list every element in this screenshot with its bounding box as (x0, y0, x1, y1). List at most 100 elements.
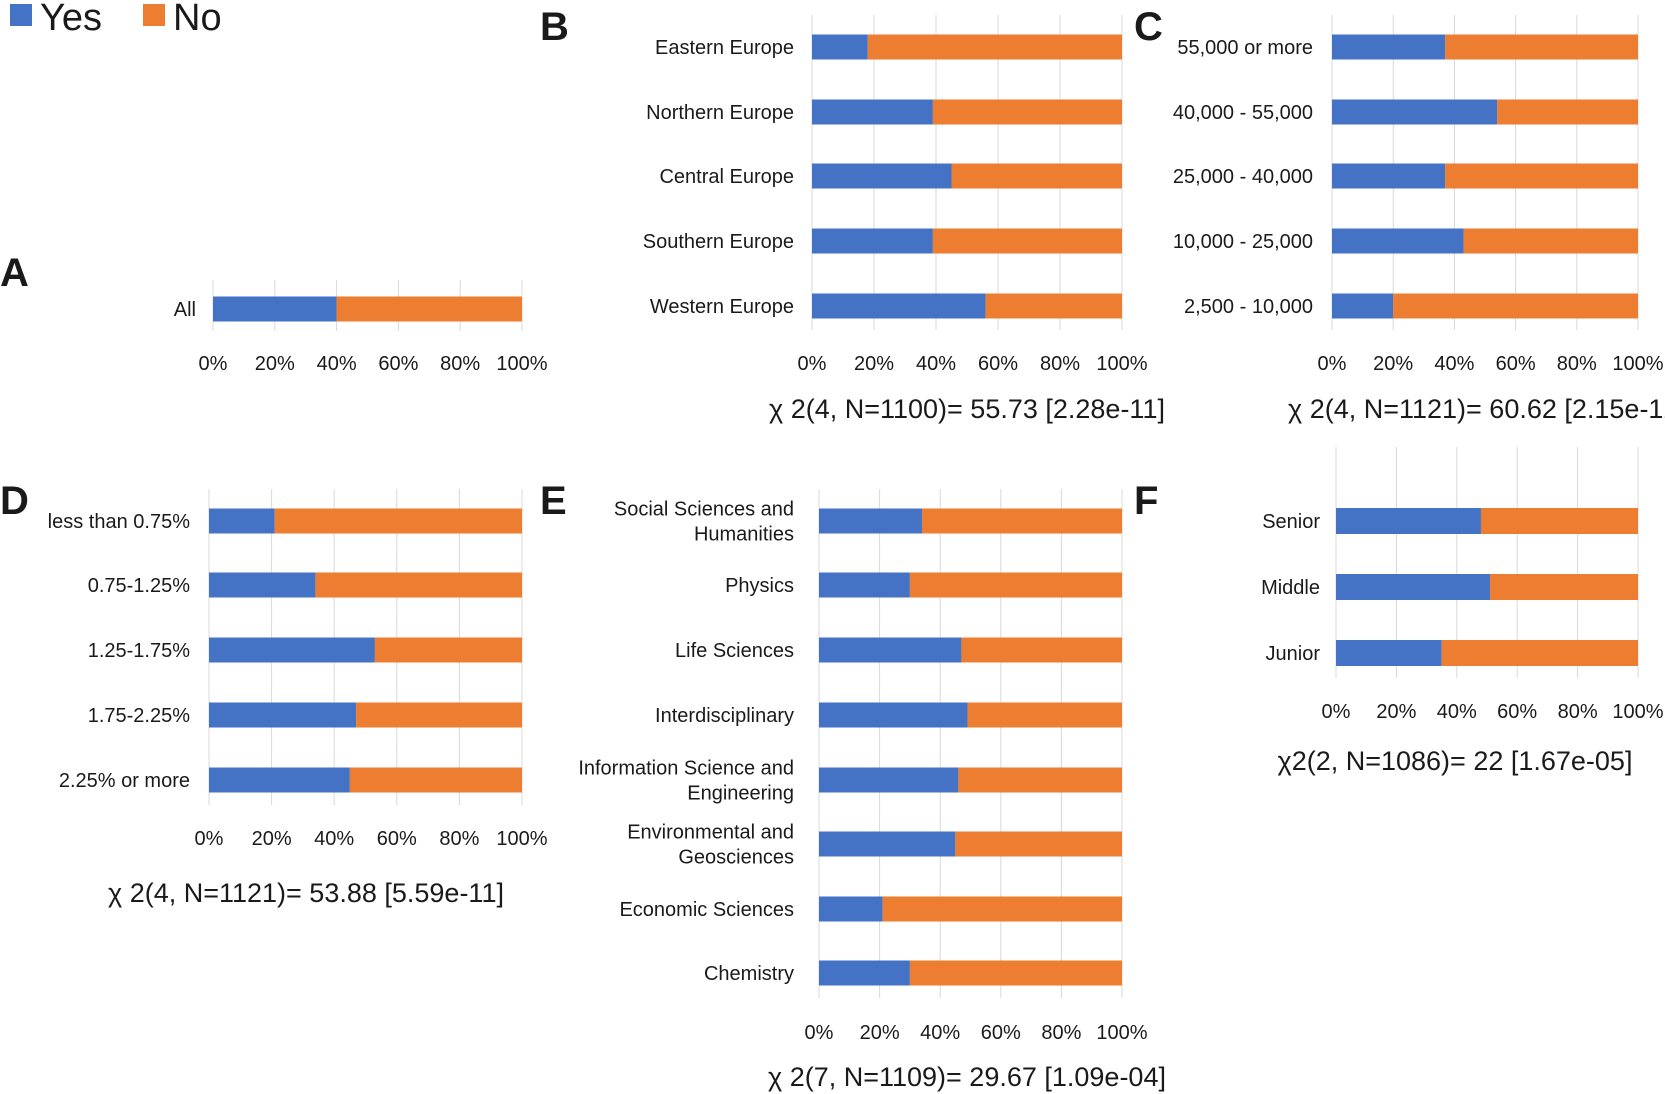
x-tick-label: 20% (1376, 701, 1416, 723)
category-label: Economic Sciences (619, 899, 794, 921)
bar-yes (819, 831, 956, 857)
chart-panel-b: B 0% 20% 40% 60% 80% 100% Eastern Europe Norther… (540, 5, 1165, 424)
bar-yes (819, 896, 883, 922)
chart-panel-c: C 0% 20% 40% 60% 80% 100% 55,000 or more 40,000 … (1134, 5, 1665, 424)
category-label: Eastern Europe (655, 37, 794, 59)
category-label: Life Sciences (675, 640, 794, 662)
x-tick-label: 80% (440, 353, 480, 375)
x-tick-label: 80% (1041, 1022, 1081, 1044)
bar-no (1445, 34, 1638, 60)
x-tick-label: 20% (860, 1022, 900, 1044)
bar-no (336, 296, 522, 322)
bar-no (932, 99, 1122, 125)
category-label: Environmental and (627, 822, 794, 844)
legend-swatch (10, 4, 32, 26)
bar-no (909, 572, 1122, 598)
bar-no (1393, 293, 1638, 319)
category-label: Senior (1262, 511, 1320, 533)
legend-label: No (173, 0, 222, 39)
bar-yes (1336, 574, 1491, 600)
x-tick-label: 100% (1096, 1022, 1147, 1044)
bar-no (349, 767, 522, 793)
x-tick-label: 0% (1322, 701, 1351, 723)
category-label: Interdisciplinary (655, 705, 794, 727)
bar-no (909, 960, 1122, 986)
panel-label: E (540, 479, 567, 523)
bar-yes (812, 34, 868, 60)
x-tick-label: 60% (978, 353, 1018, 375)
x-tick-label: 60% (981, 1022, 1021, 1044)
category-label: Central Europe (659, 166, 794, 188)
bar-no (922, 508, 1122, 534)
bar-yes (1332, 228, 1464, 254)
x-tick-label: 80% (1557, 353, 1597, 375)
category-label: less than 0.75% (48, 511, 191, 533)
bar-no (1445, 163, 1638, 189)
category-label: Geosciences (678, 847, 794, 869)
legend-item-yes: Yes (10, 0, 102, 39)
x-tick-label: 100% (496, 828, 547, 850)
panel-label: A (0, 251, 29, 295)
bar-no (951, 163, 1122, 189)
category-label: Information Science and (578, 758, 794, 780)
panel-label: F (1134, 479, 1158, 523)
panel-label: C (1134, 5, 1163, 49)
bar-yes (1332, 163, 1446, 189)
bar-yes (1332, 34, 1446, 60)
chart-panel-e: E 0% 20% 40% 60% 80% 100% Social Sciences and Hu… (540, 479, 1166, 1092)
chi-square-stat: χ2(2, N=1086)= 22 [1.67e-05] (1278, 746, 1633, 776)
legend: Yes No (10, 0, 222, 39)
bar-no (967, 702, 1122, 728)
x-tick-label: 40% (317, 353, 357, 375)
category-label: 2.25% or more (59, 770, 190, 792)
bar-yes (209, 637, 375, 663)
bar-no (961, 637, 1122, 663)
bar-yes (819, 702, 968, 728)
category-label: Southern Europe (643, 231, 794, 253)
bar-yes (819, 508, 923, 534)
chart-panel-d: D 0% 20% 40% 60% 80% 100% less than 0.75% 0.75-1… (0, 479, 548, 908)
x-tick-label: 0% (195, 828, 224, 850)
category-label: 10,000 - 25,000 (1173, 231, 1313, 253)
bar-no (1463, 228, 1638, 254)
x-tick-label: 0% (798, 353, 827, 375)
bar-yes (819, 767, 959, 793)
category-label: Middle (1261, 577, 1320, 599)
category-label: Engineering (687, 783, 794, 805)
chart-panel-a: A 0% 20% 40% 60% 80% 100% All (0, 251, 548, 375)
bar-yes (209, 572, 316, 598)
category-label: 2,500 - 10,000 (1184, 296, 1313, 318)
bar-yes (1332, 293, 1394, 319)
panels: A 0% 20% 40% 60% 80% 100% All B 0% 20% 40% 60% 80% 100… (0, 5, 1665, 1092)
x-tick-label: 80% (439, 828, 479, 850)
x-tick-label: 100% (1612, 701, 1663, 723)
x-tick-label: 100% (1096, 353, 1147, 375)
bar-no (1490, 574, 1638, 600)
category-label: 25,000 - 40,000 (1173, 166, 1313, 188)
x-tick-label: 20% (854, 353, 894, 375)
x-tick-label: 20% (1373, 353, 1413, 375)
category-label: 1.25-1.75% (88, 640, 191, 662)
bar-yes (213, 296, 337, 322)
category-label: Chemistry (704, 963, 794, 985)
category-label: Western Europe (650, 296, 794, 318)
bar-no (867, 34, 1122, 60)
bar-yes (812, 293, 986, 319)
bar-yes (1332, 99, 1498, 125)
x-tick-label: 40% (916, 353, 956, 375)
bar-yes (209, 508, 275, 534)
panel-label: D (0, 479, 29, 523)
bar-no (274, 508, 522, 534)
bar-yes (1336, 508, 1481, 534)
bar-yes (819, 572, 910, 598)
x-tick-label: 40% (314, 828, 354, 850)
x-tick-label: 20% (255, 353, 295, 375)
bar-yes (1336, 640, 1442, 666)
bar-yes (812, 228, 933, 254)
bar-no (882, 896, 1122, 922)
x-tick-label: 60% (377, 828, 417, 850)
bar-no (955, 831, 1122, 857)
bar-no (315, 572, 522, 598)
x-tick-label: 60% (1497, 701, 1537, 723)
